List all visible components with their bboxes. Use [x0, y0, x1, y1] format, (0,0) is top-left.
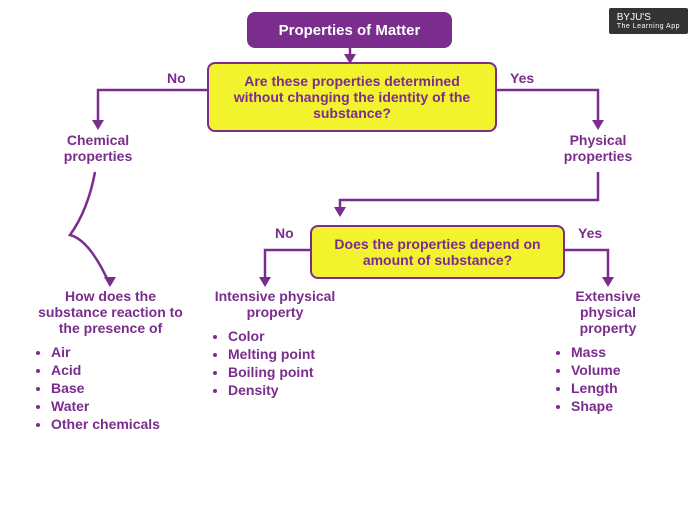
extensive-heading: Extensive physical property: [553, 288, 663, 336]
list-item: Mass: [571, 344, 663, 360]
question-1-box: Are these properties determined without …: [207, 62, 497, 132]
label-no-1: No: [167, 70, 186, 86]
list-item: Other chemicals: [51, 416, 188, 432]
question-2-box: Does the properties depend on amount of …: [310, 225, 565, 279]
list-item: Color: [228, 328, 340, 344]
title-text: Properties of Matter: [279, 22, 421, 39]
label-chemical: Chemical properties: [48, 132, 148, 164]
chemical-items: Air Acid Base Water Other chemicals: [33, 344, 188, 432]
label-physical: Physical properties: [548, 132, 648, 164]
question-2-text: Does the properties depend on amount of …: [322, 236, 553, 268]
question-1-text: Are these properties determined without …: [219, 73, 485, 121]
intensive-heading: Intensive physical property: [210, 288, 340, 320]
intensive-items: Color Melting point Boiling point Density: [210, 328, 340, 398]
list-item: Length: [571, 380, 663, 396]
chemical-list: How does the substance reaction to the p…: [33, 288, 188, 434]
list-item: Melting point: [228, 346, 340, 362]
list-item: Volume: [571, 362, 663, 378]
logo-tagline: The Learning App: [617, 23, 680, 30]
label-no-2: No: [275, 225, 294, 241]
label-yes-2: Yes: [578, 225, 602, 241]
list-item: Boiling point: [228, 364, 340, 380]
logo-name: BYJU'S: [617, 12, 651, 23]
list-item: Density: [228, 382, 340, 398]
extensive-items: Mass Volume Length Shape: [553, 344, 663, 414]
extensive-list: Extensive physical property Mass Volume Le…: [553, 288, 663, 416]
list-item: Shape: [571, 398, 663, 414]
list-item: Acid: [51, 362, 188, 378]
label-yes-1: Yes: [510, 70, 534, 86]
chemical-heading: How does the substance reaction to the p…: [33, 288, 188, 336]
list-item: Water: [51, 398, 188, 414]
list-item: Base: [51, 380, 188, 396]
byjus-logo: BYJU'S The Learning App: [609, 8, 688, 34]
intensive-list: Intensive physical property Color Melting…: [210, 288, 340, 400]
title-box: Properties of Matter: [247, 12, 452, 48]
list-item: Air: [51, 344, 188, 360]
